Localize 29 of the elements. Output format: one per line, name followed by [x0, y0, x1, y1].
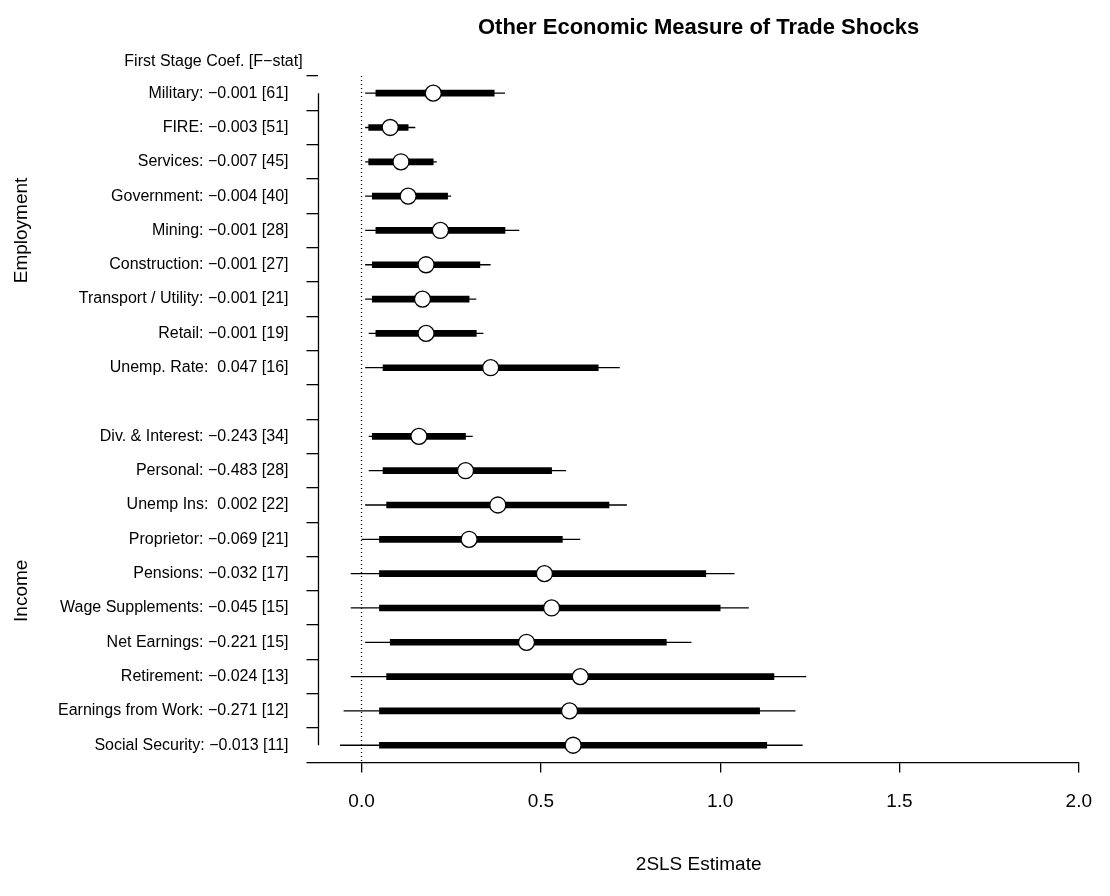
y-tick-label: Mining: −0.001 [28] [151, 220, 289, 238]
y-tick-label: Transport / Utility: −0.001 [21] [78, 289, 289, 307]
y-tick-label: Personal: −0.483 [28] [135, 461, 289, 479]
y-tick-label: Proprietor: −0.069 [21] [128, 529, 289, 547]
x-tick-label: 0.0 [348, 790, 375, 812]
x-tick-label: 0.5 [527, 790, 555, 812]
y-tick-label: Div. & Interest: −0.243 [34] [99, 426, 289, 444]
y-tick-label: Wage Supplements: −0.045 [15] [60, 598, 289, 616]
y-tick-label: Social Security: −0.013 [11] [94, 735, 289, 753]
x-tick-label: 1.0 [706, 790, 734, 812]
y-tick-label: FIRE: −0.003 [51] [162, 117, 289, 135]
y-tick-label: Retirement: −0.024 [13] [120, 667, 289, 685]
y-tick-label: Construction: −0.001 [27] [109, 255, 289, 273]
text: Income [10, 559, 32, 622]
y-tick-label: Net Earnings: −0.221 [15] [106, 632, 289, 650]
y-tick-label: Pensions: −0.032 [17] [133, 564, 289, 582]
chart-title: Other Economic Measure of Trade Shocks [477, 14, 920, 40]
text: First Stage Coef. [F−stat] [124, 52, 303, 70]
y-tick-label: Unemp. Rate: 0.047 [16] [109, 358, 289, 376]
x-tick-label: 2.0 [1065, 790, 1092, 812]
text: Employment [10, 176, 32, 284]
y-tick-label: Unemp Ins: 0.002 [22] [126, 495, 289, 513]
y-tick-label: Military: −0.001 [61] [148, 83, 289, 101]
y-tick-label: Services: −0.007 [45] [137, 152, 289, 170]
y-tick-label: Earnings from Work: −0.271 [12] [58, 701, 289, 719]
x-axis-title: 2SLS Estimate [635, 852, 762, 874]
y-tick-label: Retail: −0.001 [19] [158, 323, 289, 341]
y-tick-label: Government: −0.004 [40] [111, 186, 289, 204]
x-tick-label: 1.5 [886, 790, 913, 812]
